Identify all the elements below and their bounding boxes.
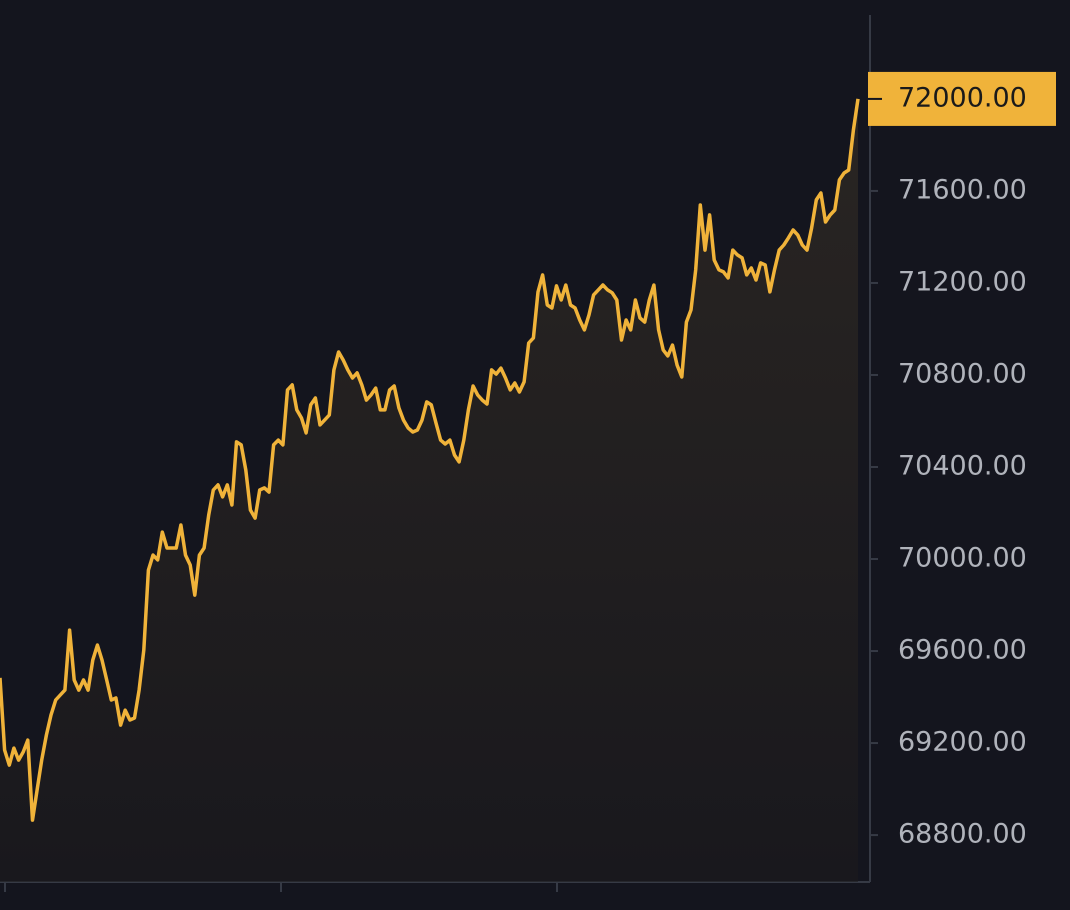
y-tick-label: 70000.00 bbox=[898, 543, 1027, 574]
plot: 68800.00 69200.00 69600.00 70000.00 70400.00… bbox=[0, 98, 1027, 882]
last-price-box bbox=[868, 71, 1056, 126]
price-line bbox=[0, 98, 860, 822]
y-tick-label: 68800.00 bbox=[898, 819, 1027, 850]
y-tick-label: 71600.00 bbox=[898, 174, 1027, 205]
area bbox=[0, 98, 858, 882]
y-tick-label: 71200.00 bbox=[898, 266, 1027, 297]
last-price-label: 72000.00 bbox=[898, 82, 1027, 113]
y-tick-label: 70800.00 bbox=[898, 358, 1027, 389]
y-tick-label: 69600.00 bbox=[898, 635, 1027, 666]
y-tick-label: 70400.00 bbox=[898, 450, 1027, 481]
y-tick-label: 69200.00 bbox=[898, 727, 1027, 758]
